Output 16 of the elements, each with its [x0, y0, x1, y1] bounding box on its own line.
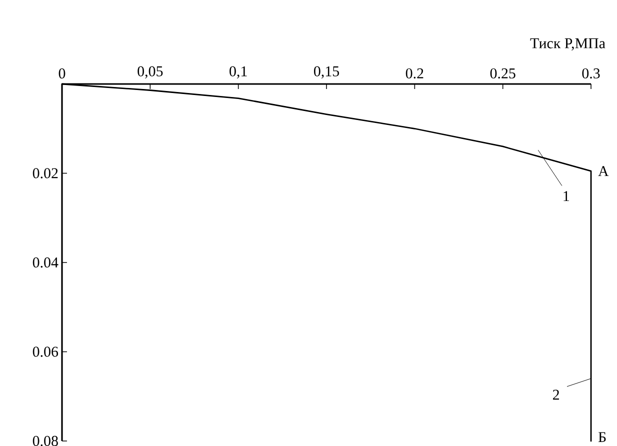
- x-tick-label: 0,05: [138, 66, 163, 78]
- text: А: [598, 166, 609, 176]
- x-tick-label: 0,15: [314, 66, 339, 78]
- y-tick-label: 0.04: [32, 257, 58, 268]
- annotation: 2: [552, 390, 559, 400]
- x-tick-label: 0: [58, 68, 66, 78]
- x-tick-label: 0,1: [230, 66, 247, 78]
- annotation: 1: [564, 191, 569, 202]
- y-tick-label: 0.06: [32, 346, 58, 357]
- y-tick-label: 0.02: [32, 168, 58, 178]
- text: Б: [598, 432, 606, 442]
- x-axis-title: Тиск P,МПа: [530, 38, 606, 50]
- x-tick-label: 0.3: [582, 68, 600, 78]
- y-tick-label: 0.08: [32, 436, 58, 446]
- x-tick-label: 0.25: [490, 68, 516, 78]
- x-tick-label: 0.2: [406, 68, 424, 78]
